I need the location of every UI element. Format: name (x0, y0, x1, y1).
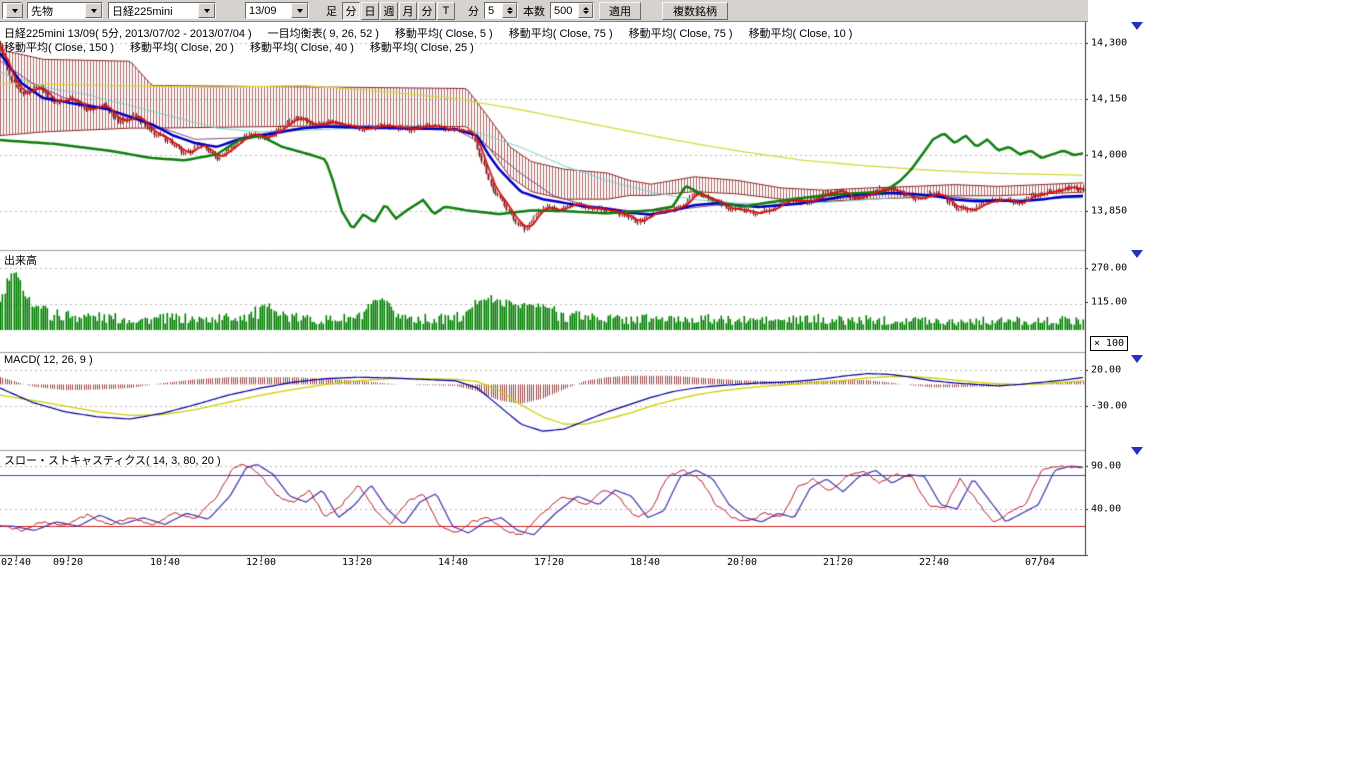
contract-month-select[interactable]: 13/09 (245, 2, 309, 19)
macd-panel-label: MACD( 12, 26, 9 ) (4, 354, 93, 366)
multi-symbol-button[interactable]: 複数銘柄 (662, 2, 728, 20)
legend-item: 移動平均( Close, 40 ) (250, 39, 354, 55)
time-tick-label: 22:40 (919, 557, 949, 568)
time-tick-label: 14:40 (438, 557, 468, 568)
bar-type-button-group: 分日週月分T (342, 2, 455, 20)
legend-item: 移動平均( Close, 10 ) (749, 25, 853, 41)
chart-legend-row-2: 移動平均( Close, 150 ) 移動平均( Close, 20 ) 移動平均(… (4, 39, 474, 55)
symbol-value: 日経225mini (112, 3, 198, 19)
legend-item: 移動平均( Close, 75 ) (629, 25, 733, 41)
chevron-down-icon (1131, 447, 1143, 472)
instrument-type-select[interactable]: 先物 (27, 2, 103, 19)
chevron-down-icon (1131, 250, 1143, 275)
legend-item: 移動平均( Close, 20 ) (130, 39, 234, 55)
axis-tick-label: 20.00 (1091, 365, 1121, 376)
time-tick-label: 20:00 (727, 557, 757, 568)
chevron-down-icon[interactable] (6, 3, 23, 18)
minute-label: 分 (468, 3, 479, 19)
volume-multiplier-badge: × 100 (1090, 336, 1128, 351)
panel-dropdown-button[interactable] (1131, 30, 1144, 39)
axis-tick-label: 14,150 (1091, 94, 1127, 105)
stoch-panel-label: スロー・ストキャスティクス( 14, 3, 80, 20 ) (4, 452, 221, 468)
time-tick-label: 09:20 (53, 557, 83, 568)
minute-value: 5 (488, 5, 494, 17)
axis-tick-label: -30.00 (1091, 401, 1127, 412)
chart-application-window: 先物 日経225mini 13/09 足 分日週月分T 分 5 本数 500 適… (0, 0, 1366, 768)
count-value: 500 (554, 5, 572, 17)
bar-type-button[interactable]: 月 (399, 2, 417, 20)
bar-type-label: 足 (326, 3, 337, 19)
legend-item: 移動平均( Close, 150 ) (4, 39, 114, 55)
axis-tick-label: 40.00 (1091, 504, 1121, 515)
time-tick-label: 07/04 (1025, 557, 1055, 568)
price-chart-canvas[interactable] (0, 22, 1088, 575)
axis-tick-label: 270.00 (1091, 263, 1127, 274)
spinner-icon[interactable] (578, 3, 593, 18)
time-tick-label: 13:20 (342, 557, 372, 568)
volume-panel-label: 出来高 (4, 252, 37, 268)
toolbar: 先物 日経225mini 13/09 足 分日週月分T 分 5 本数 500 適… (0, 0, 1088, 22)
time-tick-label: 02:40 (1, 557, 31, 568)
bar-type-button[interactable]: 分 (418, 2, 436, 20)
spinner-icon[interactable] (502, 3, 517, 18)
chevron-down-icon[interactable] (198, 3, 215, 18)
chevron-down-icon (1131, 22, 1143, 47)
panel-dropdown-button[interactable] (1131, 258, 1144, 267)
legend-item: 移動平均( Close, 75 ) (509, 25, 613, 41)
bar-type-button[interactable]: 分 (342, 2, 360, 20)
time-tick-label: 17:20 (534, 557, 564, 568)
chevron-down-icon (1131, 355, 1143, 380)
axis-tick-label: 13,850 (1091, 206, 1127, 217)
time-tick-label: 10:40 (150, 557, 180, 568)
axis-tick-label: 14,300 (1091, 38, 1127, 49)
symbol-select[interactable]: 日経225mini (108, 2, 216, 19)
count-label: 本数 (523, 3, 545, 19)
time-tick-label: 12:00 (246, 557, 276, 568)
axis-tick-label: 115.00 (1091, 297, 1127, 308)
count-input[interactable]: 500 (550, 2, 594, 19)
minute-input[interactable]: 5 (484, 2, 518, 19)
contract-month-value: 13/09 (249, 5, 291, 17)
toolbar-handle-dropdown[interactable] (2, 2, 22, 19)
panel-dropdown-button[interactable] (1131, 455, 1144, 464)
bar-type-button[interactable]: 日 (361, 2, 379, 20)
instrument-type-value: 先物 (31, 3, 85, 19)
bar-type-button[interactable]: 週 (380, 2, 398, 20)
axis-tick-label: 14,000 (1091, 150, 1127, 161)
chevron-down-icon[interactable] (85, 3, 102, 18)
time-tick-label: 21:20 (823, 557, 853, 568)
bar-type-button[interactable]: T (437, 2, 455, 20)
panel-dropdown-button[interactable] (1131, 363, 1144, 372)
time-tick-label: 18:40 (630, 557, 660, 568)
legend-item: 移動平均( Close, 25 ) (370, 39, 474, 55)
chevron-down-icon[interactable] (291, 3, 308, 18)
apply-button[interactable]: 適用 (599, 2, 641, 20)
axis-tick-label: 90.00 (1091, 461, 1121, 472)
